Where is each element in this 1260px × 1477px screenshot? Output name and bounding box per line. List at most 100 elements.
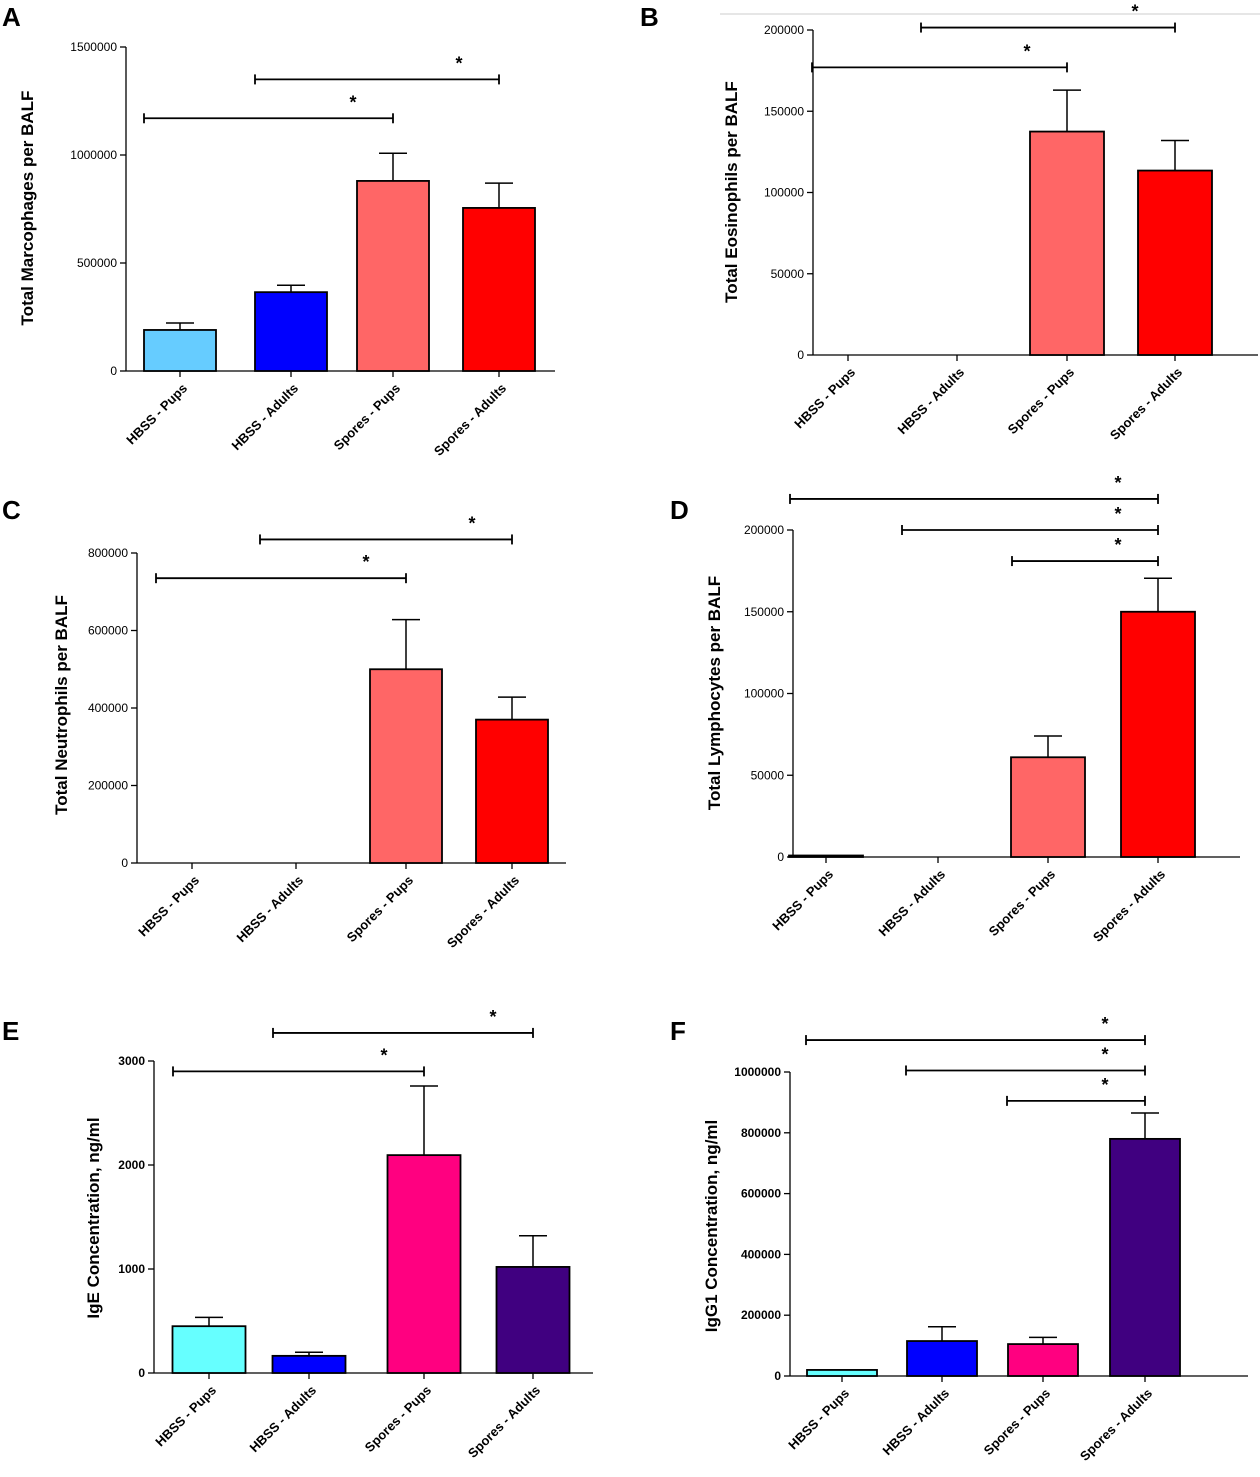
x-category-label: HBSS - Pups <box>785 1386 852 1453</box>
significance-star: * <box>349 92 356 112</box>
significance-star: * <box>468 513 475 533</box>
y-axis-label: Total Lymphocytes per BALF <box>705 576 724 810</box>
chart-d-svg: D Total Lymphocytes per BALF 0 50000 10000… <box>670 473 1240 945</box>
y-tick-label: 400000 <box>88 701 128 715</box>
x-category-label: Spores - Adults <box>1107 365 1185 443</box>
bar <box>143 329 217 372</box>
y-tick-label: 2000 <box>118 1158 145 1172</box>
chart-c-svg: C Total Neutrophils per BALF 0 200000 4000… <box>2 495 566 951</box>
bar <box>271 1354 347 1374</box>
y-axis-label: Total Marcophages per BALF <box>18 91 37 326</box>
y-tick-label: 100000 <box>764 186 804 200</box>
panel-label: C <box>2 495 21 525</box>
panel-label: F <box>670 1016 686 1046</box>
bar <box>1029 130 1105 356</box>
significance-star: * <box>380 1045 387 1065</box>
x-category-label: HBSS - Adults <box>876 867 949 940</box>
x-category-label: HBSS - Pups <box>769 867 836 934</box>
x-category-label: Spores - Adults <box>465 1383 543 1461</box>
y-tick-label: 600000 <box>741 1187 781 1201</box>
chart-panel-c: C Total Neutrophils per BALF 0 200000 4000… <box>0 480 630 960</box>
y-tick-label: 800000 <box>88 546 128 560</box>
x-category-label: Spores - Pups <box>1005 365 1077 437</box>
x-category-label: Spores - Adults <box>431 381 509 459</box>
y-tick-label: 0 <box>138 1366 145 1380</box>
x-category-label: HBSS - Pups <box>123 381 190 448</box>
significance-star: * <box>455 53 462 73</box>
bar <box>356 180 430 372</box>
y-tick-label: 0 <box>777 850 784 864</box>
significance-star: * <box>1101 1044 1108 1064</box>
significance-star: * <box>1101 1075 1108 1095</box>
x-category-label: Spores - Pups <box>331 381 403 453</box>
x-category-label: HBSS - Pups <box>791 365 858 432</box>
y-tick-label: 200000 <box>744 523 784 537</box>
panel-label: A <box>2 2 21 32</box>
y-tick-label: 600000 <box>88 624 128 638</box>
x-category-label: HBSS - Pups <box>152 1383 219 1450</box>
y-tick-label: 400000 <box>741 1247 781 1261</box>
bar <box>1137 169 1213 356</box>
bar <box>1120 610 1196 858</box>
y-tick-label: 1000 <box>118 1262 145 1276</box>
significance-star: * <box>1114 504 1121 524</box>
y-axis-label: IgG1 Concentration, ng/ml <box>702 1120 721 1333</box>
x-category-label: Spores - Pups <box>344 873 416 945</box>
y-tick-label: 1500000 <box>70 40 117 54</box>
chart-panel-b: B Total Eosinophils per BALF 0 50000 10000… <box>630 0 1260 470</box>
chart-panel-d: D Total Lymphocytes per BALF 0 50000 10000… <box>630 473 1260 960</box>
y-tick-label: 0 <box>797 348 804 362</box>
panel-label: E <box>2 1016 19 1046</box>
x-category-label: HBSS - Adults <box>234 873 307 946</box>
bar <box>171 1325 247 1374</box>
y-tick-label: 200000 <box>88 779 128 793</box>
y-tick-label: 200000 <box>741 1308 781 1322</box>
y-tick-label: 200000 <box>764 23 804 37</box>
y-tick-label: 0 <box>774 1369 781 1383</box>
y-tick-label: 100000 <box>744 687 784 701</box>
bar <box>1010 756 1086 858</box>
bar <box>788 854 864 858</box>
significance-star: * <box>1131 2 1138 22</box>
y-tick-label: 0 <box>110 364 117 378</box>
bar <box>1007 1343 1079 1377</box>
y-tick-label: 50000 <box>771 267 805 281</box>
x-category-label: Spores - Adults <box>1090 867 1168 945</box>
y-tick-label: 150000 <box>764 104 804 118</box>
bar <box>495 1266 571 1374</box>
bar <box>475 718 549 864</box>
panel-label: D <box>670 495 689 525</box>
x-category-label: Spores - Pups <box>362 1383 434 1455</box>
x-category-label: HBSS - Adults <box>895 365 968 438</box>
x-category-label: HBSS - Adults <box>880 1386 953 1459</box>
y-tick-label: 500000 <box>77 256 117 270</box>
bar <box>369 668 443 864</box>
y-axis-label: Total Neutrophils per BALF <box>52 595 71 815</box>
bar <box>386 1154 462 1374</box>
bar <box>1109 1137 1181 1377</box>
y-tick-label: 3000 <box>118 1054 145 1068</box>
chart-e-svg: E IgE Concentration, ng/ml 0 1000 2000 3000… <box>2 1007 593 1461</box>
significance-star: * <box>1101 1014 1108 1034</box>
significance-star: * <box>1114 473 1121 493</box>
x-category-label: HBSS - Adults <box>229 381 302 454</box>
significance-star: * <box>489 1007 496 1027</box>
panel-label: B <box>640 2 659 32</box>
bar <box>806 1369 878 1377</box>
x-category-label: Spores - Adults <box>444 873 522 951</box>
significance-star: * <box>1114 535 1121 555</box>
x-category-label: HBSS - Pups <box>135 873 202 940</box>
x-category-label: Spores - Adults <box>1077 1386 1155 1464</box>
y-tick-label: 50000 <box>751 768 785 782</box>
x-category-label: Spores - Pups <box>981 1386 1053 1458</box>
chart-f-svg: F IgG1 Concentration, ng/ml 0 200000 40000… <box>670 1014 1248 1464</box>
significance-star: * <box>1023 41 1030 61</box>
y-tick-label: 0 <box>121 856 128 870</box>
chart-a-svg: A Total Marcophages per BALF 0 500000 1000… <box>2 2 555 459</box>
chart-panel-e: E IgE Concentration, ng/ml 0 1000 2000 3000… <box>0 990 630 1477</box>
bar <box>906 1340 978 1377</box>
y-axis-label: IgE Concentration, ng/ml <box>84 1117 103 1318</box>
chart-panel-a: A Total Marcophages per BALF 0 500000 1000… <box>0 0 630 470</box>
y-tick-label: 1000000 <box>734 1065 781 1079</box>
bar <box>254 291 328 372</box>
